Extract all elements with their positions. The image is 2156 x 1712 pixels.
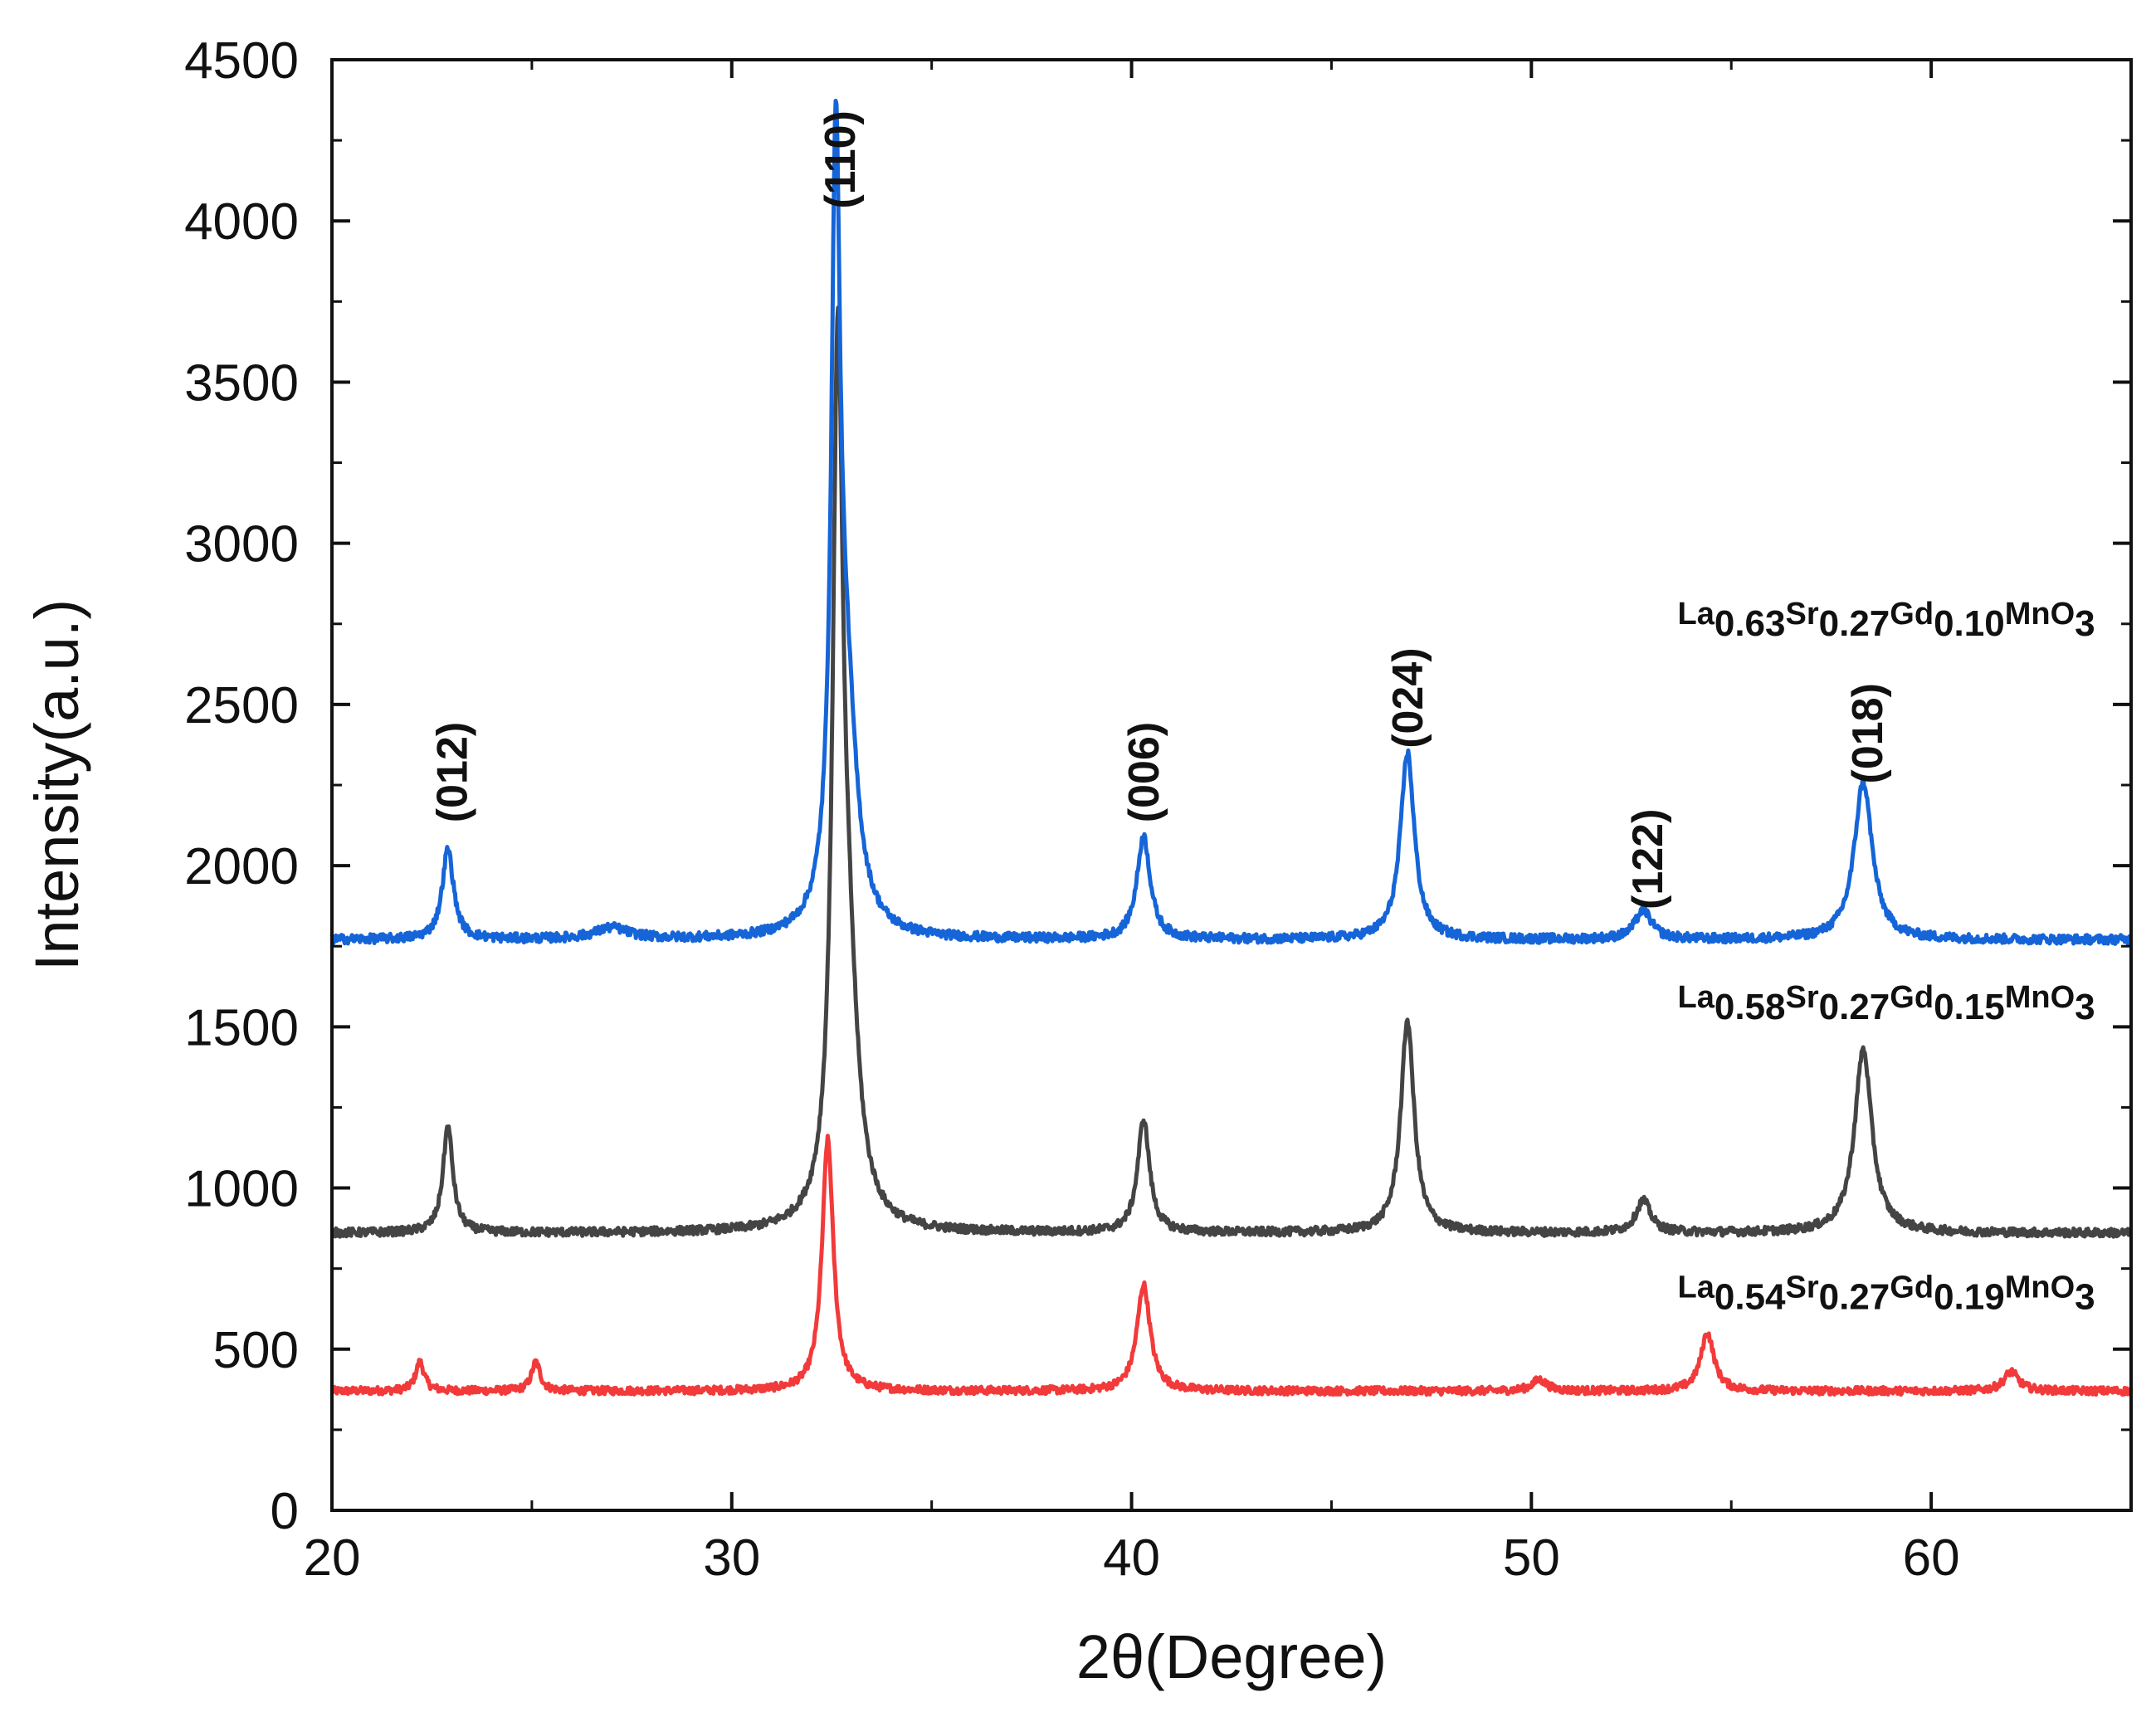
x-axis-title: 2θ(Degree) <box>1076 1622 1387 1691</box>
y-tick-label: 0 <box>271 1483 299 1540</box>
y-axis-title: Intensity(a.u.) <box>22 599 91 971</box>
y-tick-label: 1500 <box>184 999 299 1056</box>
x-tick-label: 50 <box>1503 1529 1560 1587</box>
peak-label: (024) <box>1384 647 1432 748</box>
series-label-1: La0.63Sr0.27Gd0.10MnO3 <box>1678 597 2095 644</box>
series-line-2 <box>330 305 2134 1239</box>
x-tick-label: 60 <box>1903 1529 1960 1587</box>
peak-label: (110) <box>817 110 865 209</box>
axes-layer: 20 30 40 50 60 0 500 1000 1500 2000 2500 3000 3500 40… <box>184 32 2133 1587</box>
peak-label: (018) <box>1844 683 1892 783</box>
series-line-3 <box>329 1134 2134 1397</box>
y-tick-label: 500 <box>213 1322 299 1379</box>
x-tick-label: 30 <box>703 1529 760 1587</box>
series-line-1 <box>329 99 2134 946</box>
x-tick-label: 20 <box>304 1529 361 1587</box>
series-label-2: La0.58Sr0.27Gd0.15MnO3 <box>1678 980 2095 1027</box>
x-tick-label: 40 <box>1103 1529 1160 1587</box>
annotations-layer: (012) (110) (006) (024) (122) (018) La0.63Sr0.… <box>429 110 2095 1317</box>
series-label-3: La0.54Sr0.27Gd0.19MnO3 <box>1678 1271 2095 1318</box>
y-tick-label: 4500 <box>184 32 299 90</box>
series-layer <box>329 99 2134 1397</box>
y-tick-label: 1000 <box>184 1161 299 1218</box>
y-tick-label: 2500 <box>184 677 299 734</box>
peak-label: (006) <box>1120 722 1168 822</box>
y-tick-label: 3500 <box>184 354 299 412</box>
peak-label: (012) <box>429 722 477 822</box>
y-tick-label: 3000 <box>184 516 299 573</box>
y-tick-label: 2000 <box>184 838 299 895</box>
y-tick-label: 4000 <box>184 193 299 251</box>
peak-label: (122) <box>1624 809 1672 910</box>
